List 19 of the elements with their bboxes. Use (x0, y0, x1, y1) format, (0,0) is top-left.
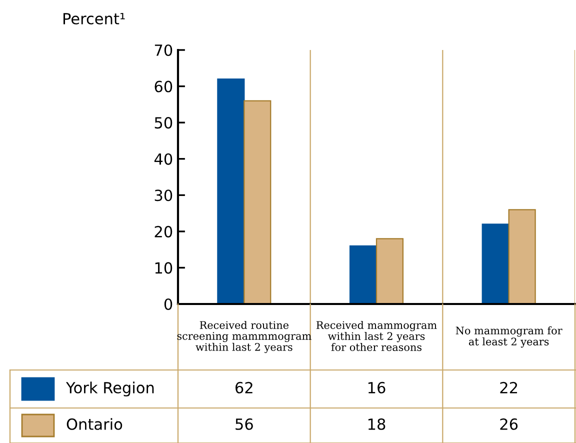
legend-label: York Region (66, 382, 154, 396)
y-tick-label: 10 (155, 262, 172, 274)
data-label: 18 (368, 418, 386, 430)
data-label: 16 (368, 382, 386, 394)
y-tick-label: 60 (154, 80, 172, 92)
data-label: 26 (500, 418, 518, 430)
data-label: 56 (236, 418, 253, 430)
data-label: 62 (236, 382, 252, 394)
x-tick-label: No mammogram for at least 2 years (456, 326, 562, 348)
legend-label: Ontario (66, 418, 122, 430)
data-label: 22 (500, 382, 518, 394)
y-tick-label: 50 (154, 117, 172, 129)
y-tick-label: 0 (164, 298, 172, 310)
y-tick-label: 70 (154, 44, 172, 56)
y-tick-label: 30 (154, 190, 172, 202)
y-axis-title: Percent¹ (64, 13, 125, 24)
y-tick-label: 40 (154, 153, 172, 165)
x-tick-label: Received mammogram within last 2 years for other reasons (316, 320, 437, 352)
y-tick-label: 20 (154, 226, 172, 238)
